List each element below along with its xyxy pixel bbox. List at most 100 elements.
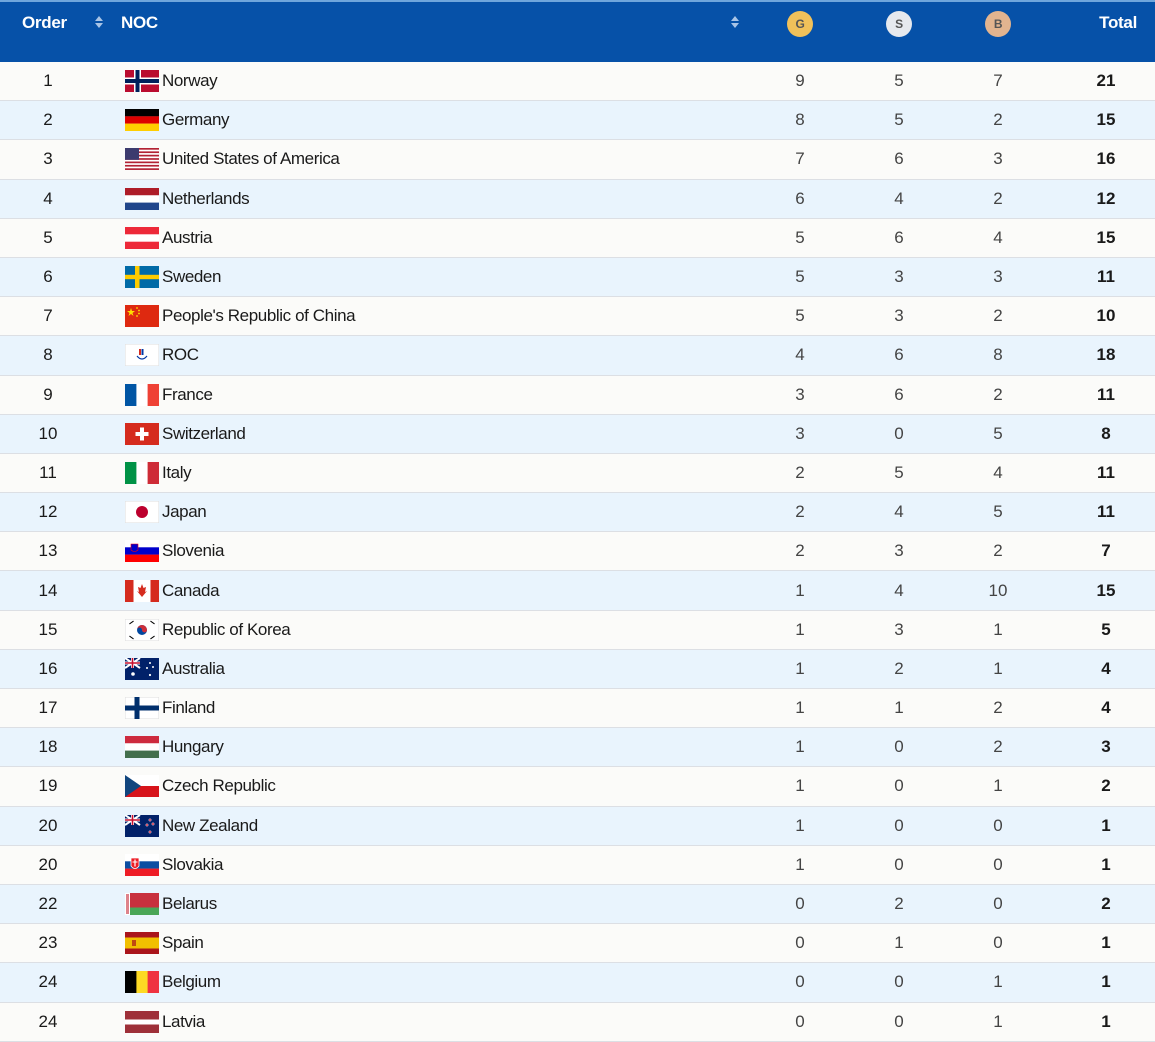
table-row[interactable]: 23 Spain 0 1 0 1 — [0, 924, 1155, 964]
country-name[interactable]: Latvia — [162, 1011, 205, 1031]
table-row[interactable]: 4 Netherlands 6 4 2 12 — [0, 179, 1155, 219]
order-cell: 11 — [39, 462, 57, 482]
silver-count: 3 — [894, 541, 904, 561]
new-zealand-flag-icon — [125, 814, 159, 837]
gold-count: 0 — [795, 1011, 805, 1031]
table-row[interactable]: 17 Finland 1 1 2 4 — [0, 689, 1155, 729]
country-name[interactable]: Spain — [162, 933, 204, 953]
country-name[interactable]: Slovakia — [162, 854, 224, 874]
country-name[interactable]: Hungary — [162, 737, 224, 757]
bronze-count: 1 — [993, 658, 1003, 678]
total-column-header[interactable]: Total — [1099, 13, 1137, 32]
country-name[interactable]: Czech Republic — [162, 776, 276, 796]
country-name[interactable]: Sweden — [162, 267, 222, 287]
sort-arrows-icon[interactable] — [94, 15, 104, 29]
gold-count: 1 — [795, 737, 805, 757]
country-name[interactable]: ROC — [162, 345, 199, 365]
table-row[interactable]: 14 Canada 1 4 10 15 — [0, 571, 1155, 611]
country-name[interactable]: Switzerland — [162, 423, 246, 443]
silver-count: 3 — [894, 267, 904, 287]
country-name[interactable]: Austria — [162, 227, 213, 247]
table-row[interactable]: 16 Australia 1 2 1 4 — [0, 649, 1155, 689]
country-name[interactable]: New Zealand — [162, 815, 258, 835]
country-name[interactable]: Slovenia — [162, 541, 225, 561]
bronze-count: 2 — [993, 698, 1003, 718]
gold-medal-header[interactable]: G — [787, 11, 813, 37]
total-count: 11 — [1097, 502, 1115, 522]
australia-flag-icon — [125, 657, 159, 680]
bronze-count: 2 — [993, 737, 1003, 757]
table-row[interactable]: 2 Germany 8 5 2 15 — [0, 101, 1155, 141]
silver-medal-header[interactable]: S — [886, 11, 912, 37]
table-row[interactable]: 6 Sweden 5 3 3 11 — [0, 257, 1155, 298]
country-name[interactable]: United States of America — [162, 149, 340, 169]
country-name[interactable]: Republic of Korea — [162, 619, 291, 639]
country-name[interactable]: Norway — [162, 71, 218, 91]
country-name[interactable]: Belgium — [162, 972, 221, 992]
germany-flag-icon — [125, 109, 159, 132]
total-count: 2 — [1101, 776, 1111, 796]
italy-flag-icon — [125, 461, 159, 484]
country-name[interactable]: Canada — [162, 580, 220, 600]
noc-column-header[interactable]: NOC — [121, 13, 158, 32]
order-cell: 7 — [43, 306, 53, 326]
bronze-count: 5 — [993, 502, 1003, 522]
country-name[interactable]: Italy — [162, 462, 192, 482]
total-count: 3 — [1101, 737, 1111, 757]
table-row[interactable]: 10 Switzerland 3 0 5 8 — [0, 414, 1155, 454]
silver-count: 3 — [894, 619, 904, 639]
total-count: 5 — [1101, 619, 1111, 639]
austria-flag-icon — [125, 226, 159, 249]
table-row[interactable]: 8 ROC 4 6 8 18 — [0, 336, 1155, 376]
bronze-count: 5 — [993, 423, 1003, 443]
silver-count: 4 — [894, 580, 904, 600]
table-row[interactable]: 3 United States of America 7 6 3 16 — [0, 140, 1155, 180]
table-row[interactable]: 7 People's Republic of China 5 3 2 10 — [0, 297, 1155, 337]
gold-count: 0 — [795, 933, 805, 953]
table-row[interactable]: 18 Hungary 1 0 2 3 — [0, 728, 1155, 768]
table-row[interactable]: 15 Republic of Korea 1 3 1 5 — [0, 610, 1155, 650]
country-name[interactable]: Japan — [162, 502, 207, 522]
country-name[interactable]: France — [162, 384, 213, 404]
total-count: 2 — [1101, 894, 1111, 914]
table-row[interactable]: 5 Austria 5 6 4 15 — [0, 218, 1155, 258]
table-row[interactable]: 20 Slovakia 1 0 0 1 — [0, 845, 1155, 885]
bronze-count: 2 — [993, 384, 1003, 404]
country-name[interactable]: Netherlands — [162, 188, 250, 208]
total-count: 15 — [1096, 227, 1116, 247]
table-row[interactable]: 11 Italy 2 5 4 11 — [0, 453, 1155, 494]
table-row[interactable]: 13 Slovenia 2 3 2 7 — [0, 532, 1155, 572]
order-cell: 22 — [38, 894, 58, 914]
silver-count: 0 — [894, 972, 904, 992]
bronze-count: 10 — [988, 580, 1008, 600]
bronze-count: 1 — [993, 776, 1003, 796]
silver-count: 0 — [894, 423, 904, 443]
table-row[interactable]: 24 Latvia 0 0 1 1 — [0, 1002, 1155, 1042]
table-row[interactable]: 9 France 3 6 2 11 — [0, 375, 1155, 415]
bronze-count: 7 — [993, 71, 1003, 91]
bronze-medal-header[interactable]: B — [985, 11, 1011, 37]
total-count: 1 — [1101, 815, 1111, 835]
gold-count: 8 — [795, 110, 805, 130]
gold-count: 1 — [795, 698, 805, 718]
canada-flag-icon — [125, 579, 159, 602]
country-name[interactable]: Finland — [162, 698, 215, 718]
order-column-header[interactable]: Order — [22, 13, 67, 32]
country-name[interactable]: People's Republic of China — [162, 306, 356, 326]
table-row[interactable]: 24 Belgium 0 0 1 1 — [0, 963, 1155, 1003]
table-row[interactable]: 12 Japan 2 4 5 11 — [0, 493, 1155, 533]
country-name[interactable]: Australia — [162, 658, 225, 678]
total-count: 12 — [1096, 188, 1116, 208]
country-name[interactable]: Germany — [162, 110, 230, 130]
country-name[interactable]: Belarus — [162, 894, 217, 914]
gold-count: 2 — [795, 502, 805, 522]
table-row[interactable]: 19 Czech Republic 1 0 1 2 — [0, 767, 1155, 807]
table-row[interactable]: 1 Norway 9 5 7 21 — [0, 62, 1155, 102]
total-count: 11 — [1097, 267, 1115, 287]
table-row[interactable]: 20 New Zealand 1 0 0 1 — [0, 806, 1155, 846]
total-count: 15 — [1096, 110, 1116, 130]
table-row[interactable]: 22 Belarus 0 2 0 2 — [0, 884, 1155, 925]
sort-arrows-icon[interactable] — [730, 15, 740, 29]
spain-flag-icon — [125, 932, 159, 955]
gold-count: 1 — [795, 776, 805, 796]
